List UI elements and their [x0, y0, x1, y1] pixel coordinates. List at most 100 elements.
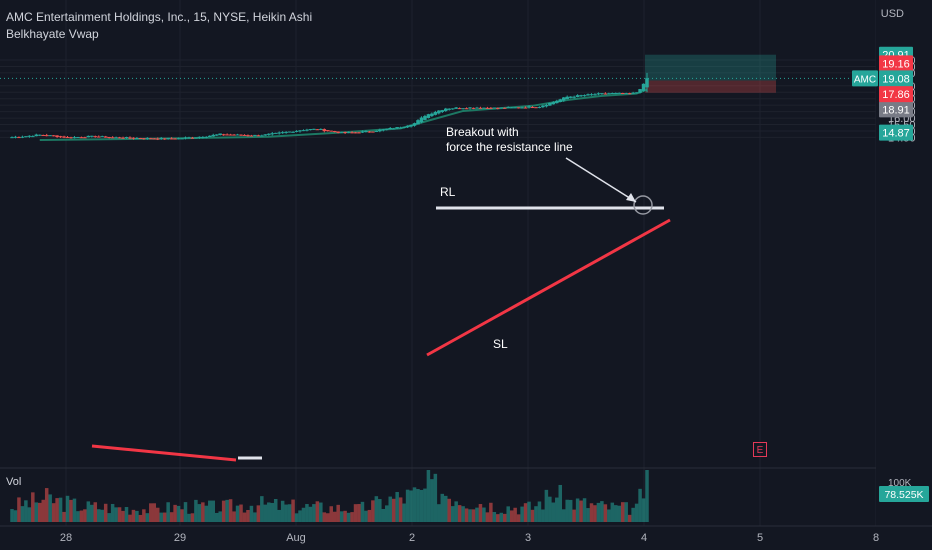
volume-bars [10, 470, 649, 522]
candle-body [360, 131, 365, 133]
candle-body [242, 134, 247, 136]
candle-body [627, 93, 632, 95]
candle-body [499, 107, 504, 109]
volume-bar [523, 503, 528, 522]
rl-label[interactable]: RL [440, 185, 456, 199]
volume-bar [298, 510, 302, 522]
candle-body [145, 137, 150, 139]
candle-body [187, 137, 191, 139]
volume-bar [589, 503, 594, 522]
candle-body [579, 95, 583, 97]
indicator-label[interactable]: Belkhayate Vwap [6, 27, 99, 41]
volume-bar [450, 506, 455, 522]
vwap-line [39, 88, 648, 141]
volume-bar [353, 504, 358, 522]
candle-body [62, 136, 66, 138]
symbol-tag[interactable] [852, 70, 878, 87]
volume-bar [440, 493, 445, 522]
candle-body [634, 92, 639, 94]
volume-bar [405, 489, 410, 522]
volume-bar [62, 511, 66, 522]
volume-bar [155, 507, 160, 522]
volume-bar [72, 498, 77, 522]
volume-bar [482, 507, 486, 522]
volume-bar [548, 496, 552, 522]
price-tag[interactable] [879, 55, 913, 72]
volume-bar [509, 510, 514, 522]
profit-zone[interactable] [645, 54, 776, 81]
price-axis[interactable]: 20.5020.0019.5018.5018.0017.5017.0016.50… [852, 0, 932, 530]
volume-axis-label: 100K [888, 478, 912, 489]
volume-bar [103, 503, 108, 522]
candle-body [419, 117, 424, 123]
candle-body [440, 110, 445, 112]
earnings-badge[interactable]: E [753, 442, 767, 457]
symbol-title[interactable]: AMC Entertainment Holdings, Inc., 15, NY… [6, 10, 313, 24]
candle-body [41, 135, 45, 137]
breakout-annotation-line2[interactable]: force the resistance line [446, 140, 573, 154]
volume-bar [565, 499, 569, 522]
candle-body [482, 107, 486, 109]
candle-body [346, 132, 351, 134]
candle-body [350, 132, 354, 134]
candle-body [90, 135, 94, 137]
candle-body [100, 136, 104, 138]
volume-label[interactable]: Vol [6, 476, 22, 488]
chart-legend: AMC Entertainment Holdings, Inc., 15, NY… [6, 9, 312, 43]
volume-bar [461, 506, 465, 522]
support-trendline[interactable] [426, 218, 671, 357]
candle-body [253, 134, 257, 136]
candle-body [169, 138, 174, 140]
price-tag-label: 19.08 [882, 73, 910, 85]
candle-body [610, 93, 615, 95]
price-tag[interactable] [879, 70, 913, 87]
volume-bar [138, 514, 143, 522]
candle-body [86, 135, 91, 138]
candle-body [450, 108, 455, 110]
breakout-annotation-line1[interactable]: Breakout with [446, 125, 519, 139]
candle-body [27, 135, 32, 137]
candle-body [534, 107, 538, 109]
candle-body [263, 134, 268, 136]
candle-body [454, 107, 458, 109]
breakout-circle[interactable] [633, 195, 653, 215]
volume-bar [232, 511, 236, 522]
candle-body [558, 99, 563, 102]
volume-bar [412, 487, 417, 522]
candle-body [51, 135, 56, 137]
sl-label[interactable]: SL [493, 337, 508, 351]
time-axis[interactable]: 28 29 Aug 2 3 4 5 8 [0, 525, 932, 544]
candle-body [44, 135, 49, 137]
volume-bar [322, 512, 327, 522]
volume-bar [464, 508, 469, 522]
time-tick-label: 29 [174, 532, 186, 544]
time-tick-label: 4 [641, 532, 647, 544]
volume-value-tag[interactable] [879, 486, 929, 502]
candle-body [93, 136, 98, 138]
candle-body [541, 105, 545, 108]
candle-body [110, 137, 115, 139]
volume-bar [169, 512, 174, 522]
arrow-line[interactable] [565, 157, 637, 203]
volume-bar [218, 511, 222, 522]
volume-bar [575, 498, 580, 522]
volume-bar [149, 503, 153, 522]
price-tag[interactable] [879, 86, 913, 103]
volume-value-label: 78.525K [884, 489, 923, 501]
candle-body [437, 110, 441, 114]
candle-body [426, 114, 431, 118]
candle-body [190, 137, 195, 139]
volume-bar [385, 505, 389, 522]
early-trendline[interactable] [91, 444, 237, 462]
candle-body [478, 107, 483, 109]
candle-body [405, 125, 410, 128]
volume-bar [614, 505, 618, 522]
candle-body [589, 94, 594, 96]
loss-zone[interactable] [645, 80, 776, 93]
volume-bar [561, 509, 566, 522]
price-tag[interactable] [879, 124, 913, 141]
price-tag[interactable] [879, 101, 913, 118]
candle-body [475, 107, 479, 109]
